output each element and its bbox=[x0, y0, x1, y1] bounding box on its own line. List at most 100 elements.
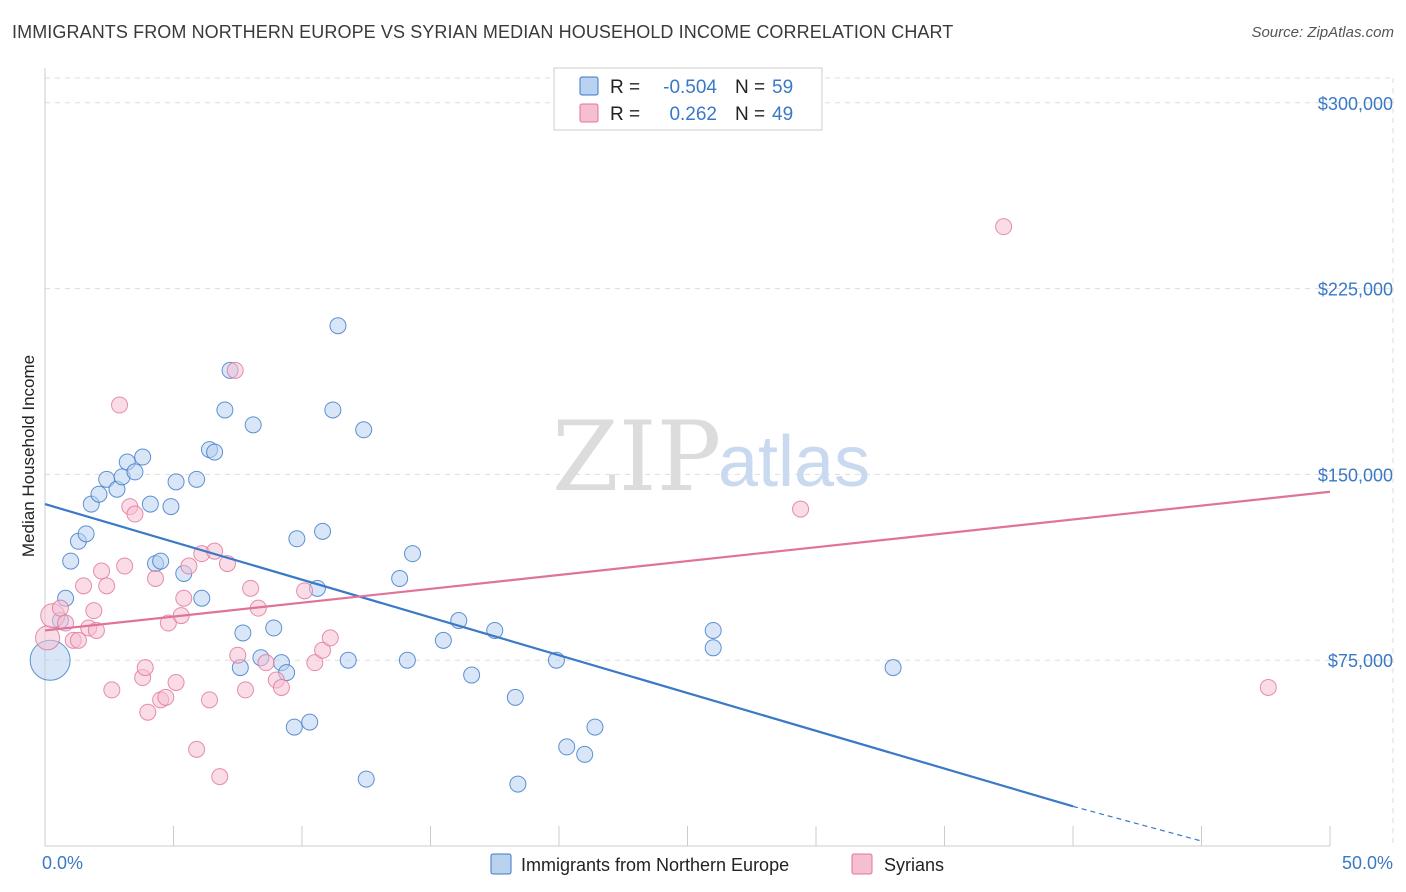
pink-point-36 bbox=[236, 681, 254, 699]
blue-point-58 bbox=[884, 659, 902, 677]
blue-point-3 bbox=[62, 552, 80, 570]
blue-point-18 bbox=[167, 473, 185, 491]
pink-point-39 bbox=[257, 654, 275, 672]
blue-point-42 bbox=[357, 770, 375, 788]
trend-line-pink bbox=[44, 490, 1331, 632]
legend-swatch-pink bbox=[579, 103, 599, 123]
legend-box: R = -0.504 N = 59 R = 0.262 N = 49 bbox=[553, 67, 823, 131]
series-pink-points bbox=[35, 218, 1277, 786]
y-tick-label-1: $150,000 bbox=[1318, 465, 1393, 485]
watermark: ZIP atlas bbox=[552, 401, 870, 513]
series-blue-points bbox=[29, 317, 902, 793]
legend-n-label-blue: N = bbox=[735, 77, 765, 98]
pink-point-14 bbox=[116, 557, 134, 575]
y-tick-label-3: $300,000 bbox=[1318, 94, 1393, 114]
bottom-legend-label-blue: Immigrants from Northern Europe bbox=[521, 855, 789, 875]
pink-point-27 bbox=[180, 557, 198, 575]
axes bbox=[44, 68, 1331, 847]
blue-point-57 bbox=[704, 639, 722, 657]
blue-point-35 bbox=[301, 713, 319, 731]
blue-point-43 bbox=[391, 569, 409, 587]
legend-swatch-blue bbox=[579, 76, 599, 96]
blue-point-33 bbox=[285, 718, 303, 736]
pink-point-32 bbox=[211, 768, 229, 786]
blue-point-45 bbox=[404, 545, 422, 563]
blue-point-13 bbox=[134, 448, 152, 466]
y-tick-label-2: $225,000 bbox=[1318, 280, 1393, 300]
chart-title: IMMIGRANTS FROM NORTHERN EUROPE VS SYRIA… bbox=[12, 22, 954, 42]
pink-point-2 bbox=[51, 599, 69, 617]
blue-point-23 bbox=[206, 443, 224, 461]
pink-point-31 bbox=[206, 542, 224, 560]
blue-point-14 bbox=[141, 495, 159, 513]
blue-point-44 bbox=[398, 651, 416, 669]
blue-point-53 bbox=[558, 738, 576, 756]
pink-point-13 bbox=[111, 396, 129, 414]
pink-point-6 bbox=[75, 577, 93, 595]
pink-point-46 bbox=[792, 500, 810, 518]
legend-r-value-blue: -0.504 bbox=[663, 77, 717, 98]
blue-point-28 bbox=[244, 416, 262, 434]
y-tick-label-0: $75,000 bbox=[1328, 651, 1393, 671]
pink-point-19 bbox=[139, 703, 157, 721]
x-tick-labels: 0.0% 50.0% bbox=[42, 853, 1393, 873]
legend-r-label-pink: R = bbox=[610, 104, 640, 125]
bottom-legend-swatch-blue bbox=[490, 853, 512, 875]
pink-point-44 bbox=[314, 641, 332, 659]
trend-lines bbox=[44, 490, 1331, 842]
pink-point-5 bbox=[69, 631, 87, 649]
pink-point-9 bbox=[87, 621, 105, 639]
blue-point-38 bbox=[324, 401, 342, 419]
blue-point-5 bbox=[77, 525, 95, 543]
pink-point-47 bbox=[995, 218, 1013, 236]
bottom-legend-label-pink: Syrians bbox=[884, 855, 944, 875]
blue-point-39 bbox=[329, 317, 347, 335]
pink-point-35 bbox=[229, 646, 247, 664]
pink-point-30 bbox=[200, 691, 218, 709]
blue-point-16 bbox=[152, 552, 170, 570]
blue-point-7 bbox=[90, 485, 108, 503]
blue-point-24 bbox=[216, 401, 234, 419]
pink-point-42 bbox=[296, 582, 314, 600]
blue-point-55 bbox=[586, 718, 604, 736]
legend-n-value-blue: 59 bbox=[772, 77, 793, 98]
blue-point-17 bbox=[162, 498, 180, 516]
pink-point-48 bbox=[1259, 678, 1277, 696]
blue-point-27 bbox=[234, 624, 252, 642]
bottom-legend: Immigrants from Northern Europe Syrians bbox=[490, 853, 944, 875]
pink-point-8 bbox=[85, 602, 103, 620]
pink-point-18 bbox=[136, 659, 154, 677]
pink-point-41 bbox=[272, 678, 290, 696]
blue-point-20 bbox=[188, 470, 206, 488]
pink-point-34 bbox=[226, 361, 244, 379]
pink-point-28 bbox=[188, 740, 206, 758]
blue-point-54 bbox=[576, 745, 594, 763]
legend-r-value-pink: 0.262 bbox=[669, 104, 717, 125]
pink-point-24 bbox=[167, 673, 185, 691]
pink-point-37 bbox=[242, 579, 260, 597]
legend-n-label-pink: N = bbox=[735, 104, 765, 125]
pink-point-23 bbox=[159, 614, 177, 632]
pink-point-12 bbox=[103, 681, 121, 699]
blue-point-34 bbox=[288, 530, 306, 548]
blue-point-50 bbox=[506, 688, 524, 706]
pink-point-11 bbox=[98, 577, 116, 595]
blue-point-51 bbox=[509, 775, 527, 793]
pink-point-43 bbox=[306, 654, 324, 672]
bottom-legend-swatch-pink bbox=[851, 853, 873, 875]
blue-point-41 bbox=[355, 421, 373, 439]
blue-point-12 bbox=[126, 463, 144, 481]
watermark-zip: ZIP bbox=[552, 401, 721, 513]
pink-point-26 bbox=[175, 589, 193, 607]
x-tick-label-0: 0.0% bbox=[42, 853, 83, 873]
legend-r-label-blue: R = bbox=[610, 77, 640, 98]
pink-point-10 bbox=[93, 562, 111, 580]
trend-line-blue bbox=[44, 503, 1074, 808]
source-label: Source: ZipAtlas.com bbox=[1251, 24, 1394, 41]
legend-n-value-pink: 49 bbox=[772, 104, 793, 125]
x-tick-label-1: 50.0% bbox=[1342, 853, 1393, 873]
blue-point-21 bbox=[193, 589, 211, 607]
watermark-atlas: atlas bbox=[718, 422, 870, 502]
blue-point-48 bbox=[463, 666, 481, 684]
